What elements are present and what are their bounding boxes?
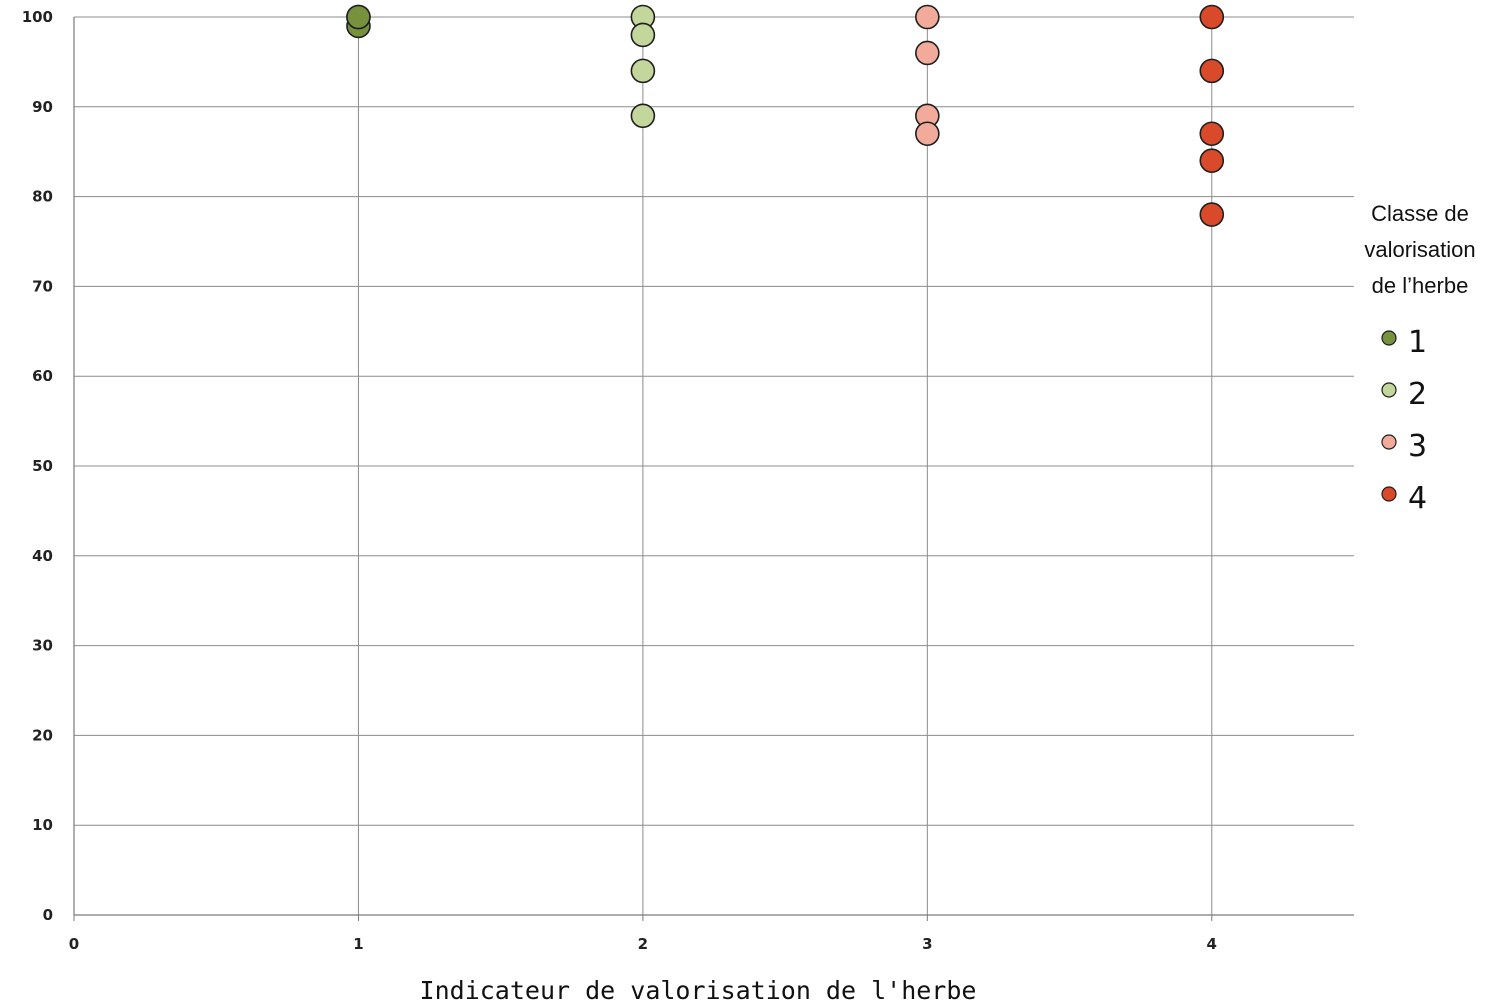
data-point-class-4 <box>1199 148 1225 173</box>
axes <box>73 17 1354 921</box>
data-point-class-4 <box>1199 58 1225 84</box>
data-points <box>346 4 1225 227</box>
legend-marker-4 <box>1381 486 1397 502</box>
x-axis-label: Indicateur de valorisation de l'herbe <box>420 976 977 1005</box>
data-point-class-4 <box>1199 202 1225 227</box>
legend-marker-1 <box>1381 330 1397 346</box>
data-point-class-3 <box>915 121 940 147</box>
y-tick-label: 30 <box>32 637 53 655</box>
grid <box>74 16 1354 915</box>
y-tick-label: 90 <box>32 98 53 116</box>
x-tick-label: 1 <box>353 935 363 953</box>
x-tick-label: 0 <box>69 935 79 953</box>
legend-title-line: Classe de <box>1371 201 1469 226</box>
legend-marker-3 <box>1381 434 1397 450</box>
y-tick-label: 40 <box>32 547 53 565</box>
data-point-class-2 <box>630 58 656 84</box>
legend-label-3: 3 <box>1408 429 1427 464</box>
data-point-class-3 <box>915 4 940 30</box>
data-point-class-1 <box>346 4 371 30</box>
y-tick-label: 10 <box>32 816 53 834</box>
x-tick-label: 4 <box>1207 935 1217 953</box>
y-tick-label: 60 <box>32 367 53 385</box>
y-tick-label: 20 <box>32 726 53 744</box>
legend-marker-2 <box>1381 382 1397 398</box>
data-point-class-2 <box>630 103 656 129</box>
y-tick-label: 100 <box>22 8 53 26</box>
x-tick-label: 3 <box>922 935 932 953</box>
data-point-class-2 <box>630 22 656 48</box>
data-point-class-3 <box>915 40 940 66</box>
y-tick-labels: 0 10 20 30 40 50 60 70 80 90 100 <box>22 8 53 924</box>
legend: Classe de valorisation de l’herbe 1 2 3 4 <box>1364 201 1475 516</box>
legend-title-line: de l’herbe <box>1372 273 1469 298</box>
y-tick-label: 70 <box>32 277 53 295</box>
data-point-class-4 <box>1199 4 1225 30</box>
x-tick-label: 2 <box>638 935 648 953</box>
legend-label-4: 4 <box>1408 481 1427 516</box>
y-tick-label: 80 <box>32 188 53 206</box>
legend-label-1: 1 <box>1408 325 1427 360</box>
x-tick-labels: 0 1 2 3 4 <box>69 935 1217 953</box>
legend-label-2: 2 <box>1408 377 1427 412</box>
y-tick-label: 50 <box>32 457 53 475</box>
data-point-class-4 <box>1199 121 1225 147</box>
legend-title-line: valorisation <box>1364 237 1475 262</box>
y-tick-label: 0 <box>43 906 53 924</box>
